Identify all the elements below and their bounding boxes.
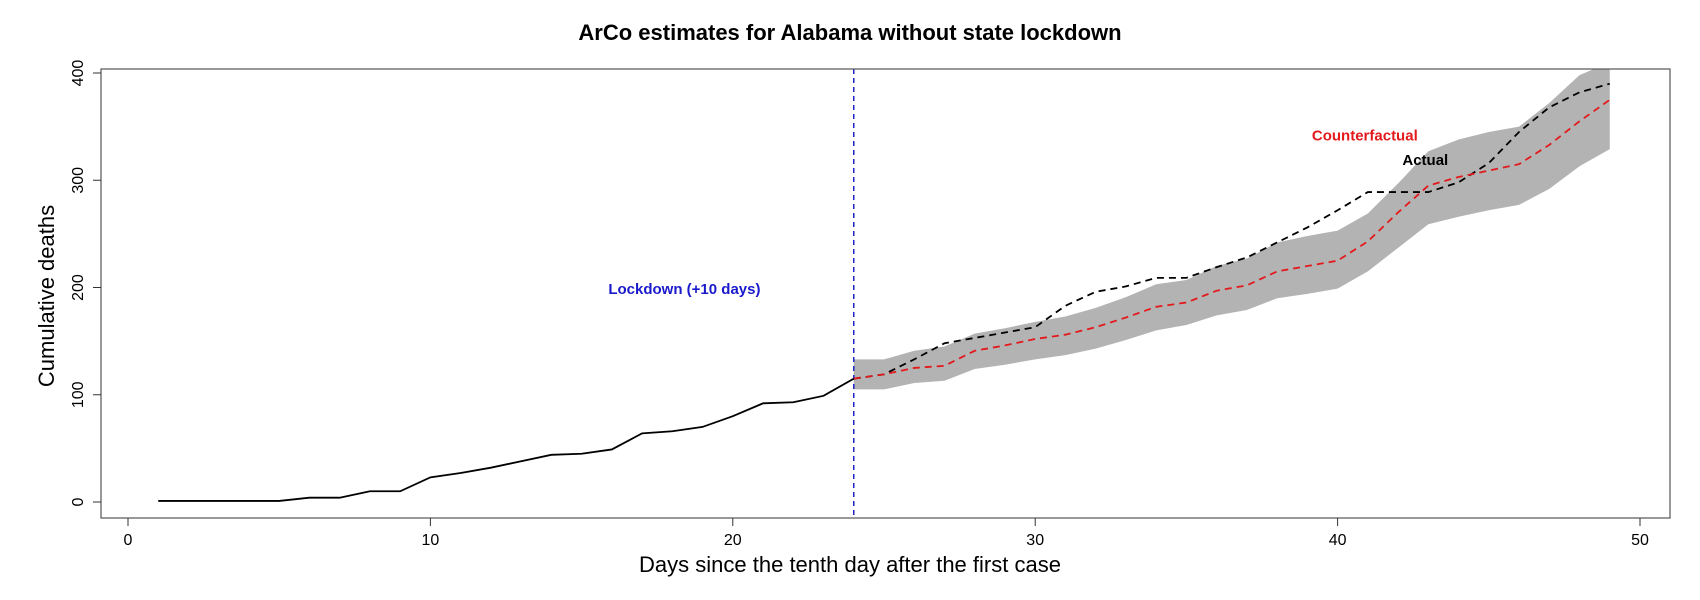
x-tick-label: 10 xyxy=(422,532,440,549)
observed-series-line xyxy=(158,377,855,502)
x-tick-label: 30 xyxy=(1026,532,1044,549)
x-tick-label: 40 xyxy=(1329,532,1347,549)
lockdown-annotation: Lockdown (+10 days) xyxy=(608,281,760,298)
y-tick-label: 300 xyxy=(70,167,87,194)
x-tick-label: 0 xyxy=(124,532,133,549)
y-tick-label: 100 xyxy=(70,381,87,408)
plot-frame xyxy=(100,68,1671,519)
x-axis-label: Days since the tenth day after the first… xyxy=(639,552,1061,577)
y-tick-label: 0 xyxy=(70,497,87,506)
confidence-band xyxy=(853,69,1610,390)
chart-title: ArCo estimates for Alabama without state… xyxy=(578,20,1122,45)
actual-annotation: Actual xyxy=(1402,152,1448,169)
y-tick-label: 200 xyxy=(70,274,87,301)
counterfactual-series-line xyxy=(853,99,1611,380)
actual-series-line xyxy=(853,82,1611,380)
y-tick-label: 400 xyxy=(70,60,87,87)
x-tick-label: 20 xyxy=(724,532,742,549)
counterfactual-annotation: Counterfactual xyxy=(1312,128,1418,145)
x-tick-label: 50 xyxy=(1631,532,1649,549)
y-axis-label: Cumulative deaths xyxy=(34,204,59,388)
